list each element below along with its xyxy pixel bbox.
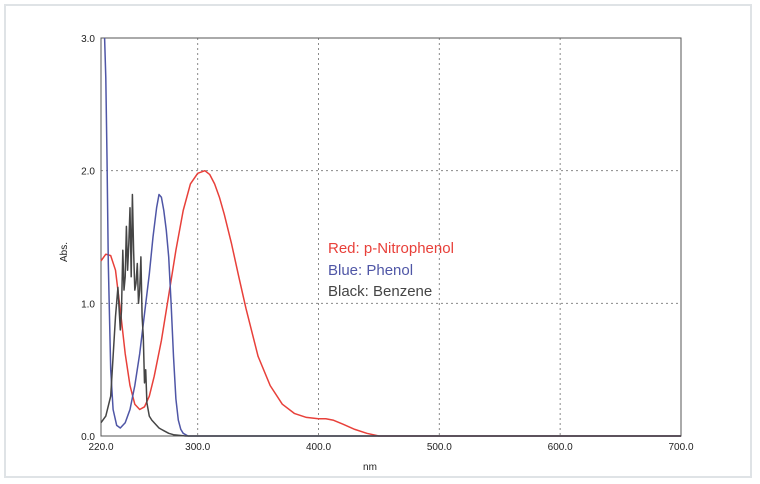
y-tick-label: 0.0 [81, 432, 95, 443]
y-tick-labels: 0.0 1.0 2.0 3.0 [81, 34, 95, 443]
x-tick-label: 300.0 [185, 442, 210, 453]
x-tick-labels: 220.0 300.0 400.0 500.0 600.0 700.0 [88, 442, 693, 453]
y-tick-label: 3.0 [81, 34, 95, 45]
x-tick-label: 220.0 [88, 442, 113, 453]
legend: Red: p-Nitrophenol Blue: Phenol Black: B… [328, 240, 454, 300]
x-axis-label: nm [363, 462, 377, 473]
x-tick-label: 400.0 [306, 442, 331, 453]
grid-lines [101, 38, 681, 436]
legend-entry-benzene: Black: Benzene [328, 283, 432, 300]
series-line-phenol [103, 37, 681, 437]
series-line-p-nitrophenol [100, 169, 681, 437]
y-tick-label: 1.0 [81, 299, 95, 310]
legend-entry-phenol: Blue: Phenol [328, 262, 413, 279]
y-tick-label: 2.0 [81, 167, 95, 178]
y-axis-label: Abs. [59, 242, 70, 262]
x-tick-label: 600.0 [548, 442, 573, 453]
x-tick-label: 500.0 [427, 442, 452, 453]
series-lines [100, 37, 681, 437]
plot-border [100, 37, 682, 437]
series-line-benzene [100, 193, 681, 437]
x-tick-label: 700.0 [668, 442, 693, 453]
legend-entry-p-nitrophenol: Red: p-Nitrophenol [328, 240, 454, 257]
